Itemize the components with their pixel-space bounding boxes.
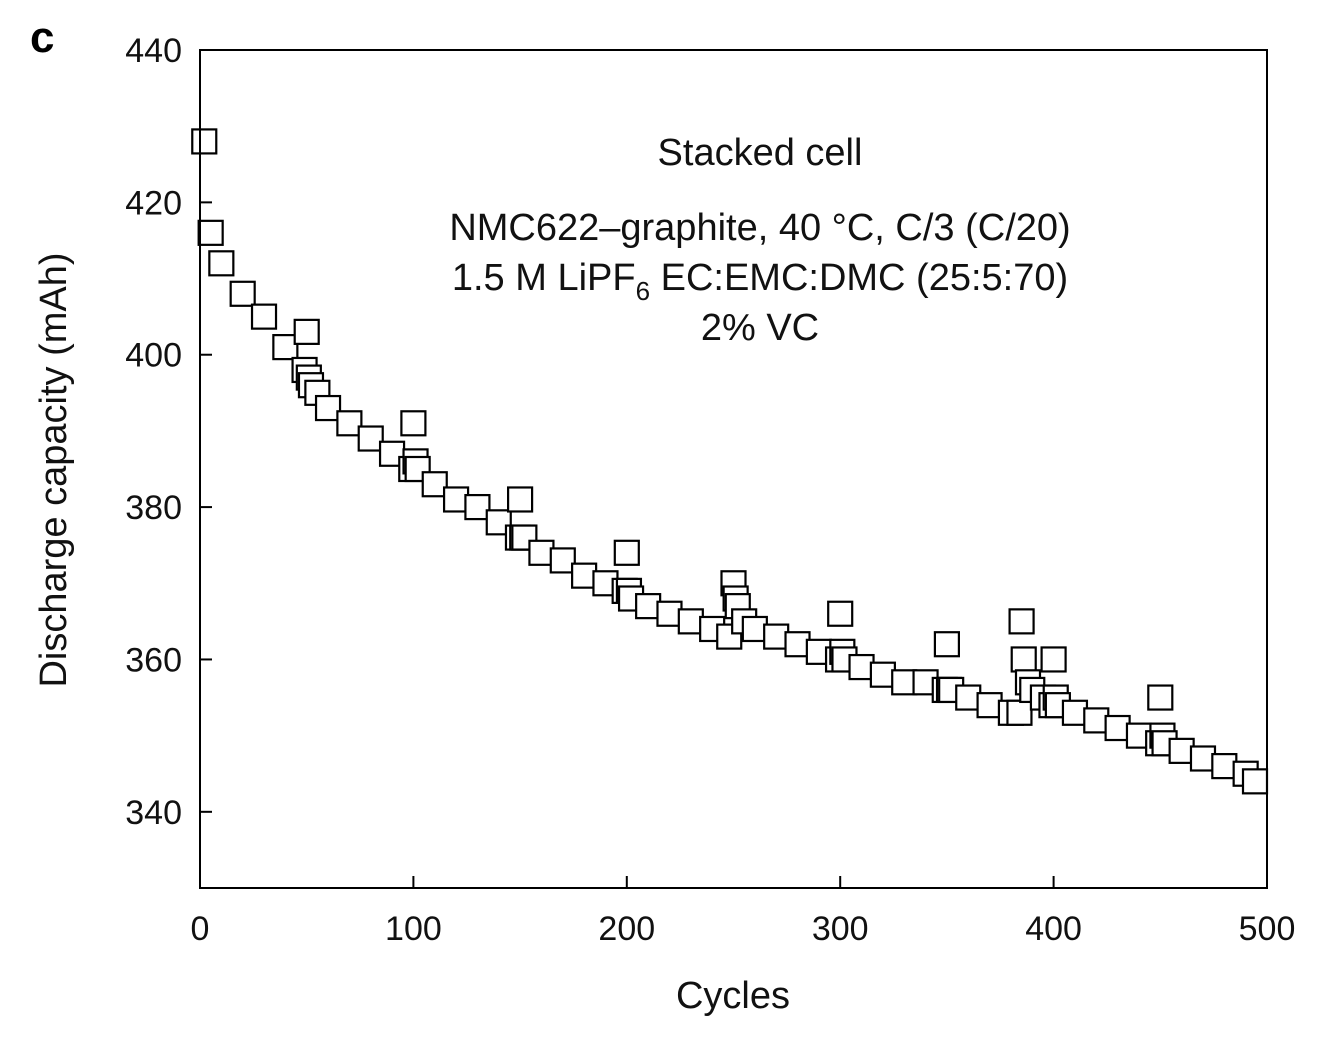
data-point [250, 303, 278, 330]
y-tick-label: 340 [125, 794, 182, 832]
data-point [400, 410, 427, 437]
y-axis-title: Discharge capacity (mAh) [33, 252, 75, 687]
data-point [741, 615, 768, 643]
data-point [208, 250, 235, 277]
x-tick-label: 100 [385, 910, 442, 948]
data-point [955, 684, 982, 711]
data-point [421, 471, 448, 498]
data-point [571, 562, 598, 589]
data-point [336, 410, 363, 437]
data-point [1147, 684, 1174, 711]
x-tick-label: 0 [191, 910, 210, 948]
data-points [191, 128, 1269, 795]
data-point [869, 661, 896, 688]
annotation-line-3-subscript: 6 [636, 276, 650, 306]
data-point [1189, 745, 1217, 772]
x-tick-label: 200 [598, 910, 655, 948]
annotation-line-3-suffix: EC:EMC:DMC (25:5:70) [650, 257, 1068, 299]
panel-label: c [30, 13, 54, 62]
data-point [1040, 646, 1067, 673]
data-point [933, 631, 961, 658]
data-point [549, 547, 576, 574]
x-tick-label: 300 [812, 910, 869, 948]
annotation-line-4: 2% VC [701, 307, 819, 349]
annotation-line-1: Stacked cell [658, 132, 863, 174]
data-point [507, 486, 534, 513]
data-point [1008, 608, 1035, 635]
plot-frame [199, 49, 1268, 889]
annotation-line-3-prefix: 1.5 M LiPF [452, 257, 636, 299]
data-point [511, 524, 538, 551]
annotation-line-3: 1.5 M LiPF6 EC:EMC:DMC (25:5:70) [452, 257, 1068, 306]
y-tick-label: 380 [125, 489, 182, 527]
data-point [848, 653, 875, 681]
data-point [442, 486, 470, 513]
data-point [293, 318, 320, 345]
y-tick-label: 440 [125, 32, 182, 70]
x-axis-ticks: 0 100 200 300 400 500 [191, 876, 1296, 948]
data-point [1241, 768, 1269, 795]
data-point [784, 631, 811, 658]
data-point [635, 593, 662, 620]
x-axis-title: Cycles [676, 975, 790, 1017]
data-point [1010, 646, 1037, 673]
data-point [677, 608, 704, 635]
data-point [827, 600, 854, 627]
data-point [191, 128, 218, 155]
data-point [1168, 737, 1195, 764]
data-point [1006, 699, 1033, 726]
y-tick-label: 400 [125, 337, 182, 375]
data-point [272, 334, 299, 361]
data-point [197, 219, 224, 246]
data-point [357, 425, 384, 452]
data-point [314, 394, 342, 422]
x-tick-label: 500 [1239, 910, 1296, 948]
data-point [464, 493, 491, 521]
annotation-line-2: NMC622–graphite, 40 °C, C/3 (C/20) [449, 207, 1070, 249]
y-tick-label: 360 [125, 641, 182, 679]
x-tick-label: 400 [1025, 910, 1082, 948]
y-axis-ticks: 340 360 380 400 420 440 [125, 32, 212, 832]
y-tick-label: 420 [125, 184, 182, 222]
data-point [613, 539, 640, 566]
data-point [229, 280, 256, 307]
